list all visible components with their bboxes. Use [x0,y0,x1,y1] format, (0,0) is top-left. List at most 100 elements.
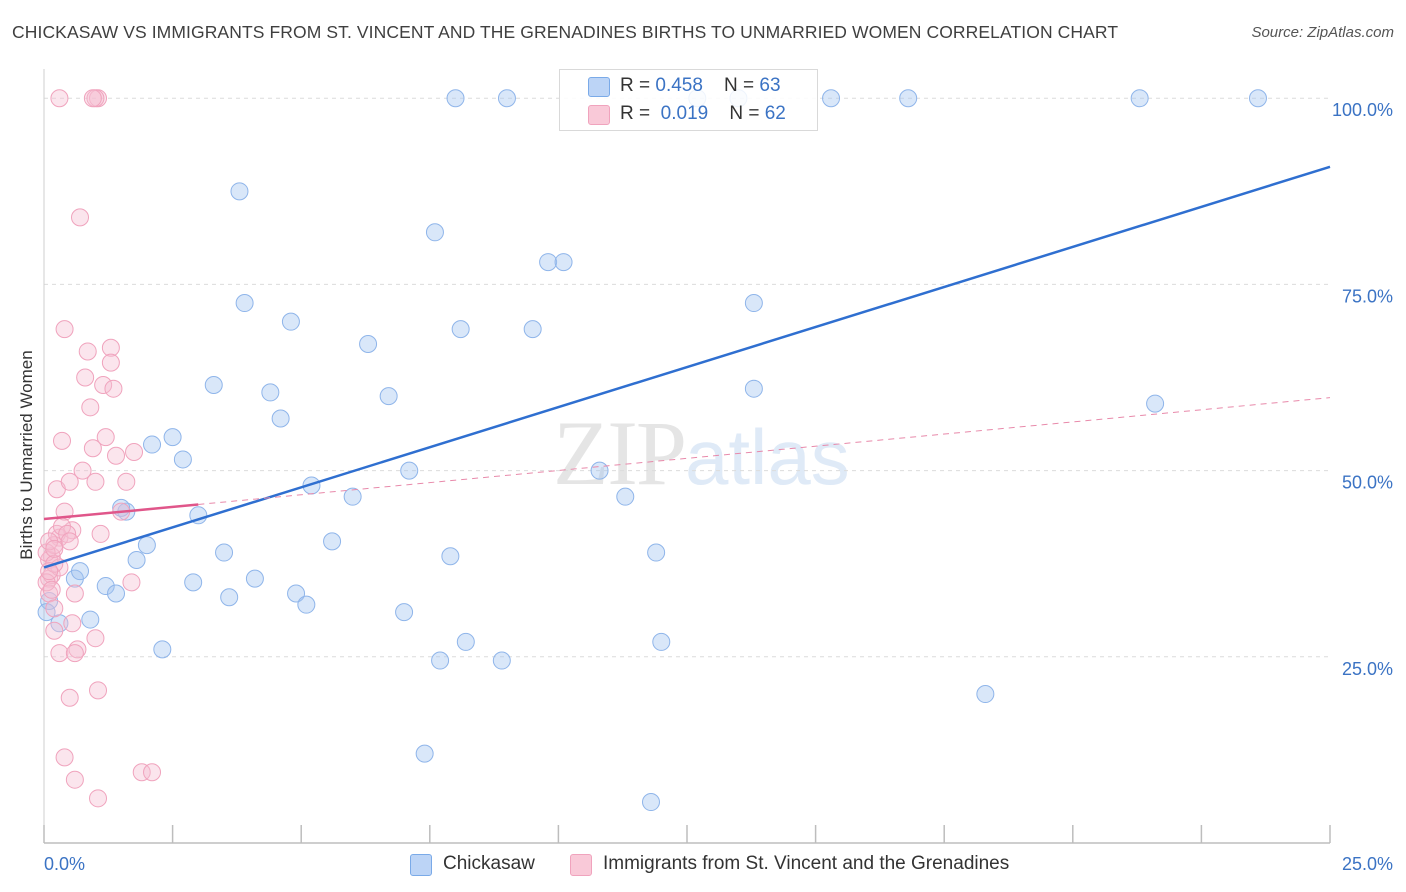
immigrants-point [78,342,97,361]
legend-text-immigrants: R = 0.019 N = 62 [620,103,786,125]
stats-legend: R = 0.458 N = 63 R = 0.019 N = 62 [559,69,818,131]
chickasaw-point [323,532,342,551]
immigrants-point [42,580,61,599]
chickasaw-point [220,588,239,607]
chickasaw-point [1130,89,1149,108]
bottom-legend-label-chickasaw: Chickasaw [443,853,535,874]
y-tick-label: 75.0% [1342,286,1393,306]
chickasaw-point [744,294,763,313]
immigrants-point [143,763,162,782]
immigrants-point [86,629,105,648]
chickasaw-point [184,573,203,592]
immigrants-point [122,573,141,592]
immigrants-trend-line [43,503,199,521]
x-tick-label: 25.0% [1342,854,1393,874]
immigrants-point [89,789,108,808]
immigrants-point [86,472,105,491]
immigrants-point [50,89,69,108]
immigrants-point [65,644,84,663]
immigrants-point [81,398,100,417]
immigrants-point [60,688,79,707]
immigrants-point [125,443,144,461]
chickasaw-point [261,383,280,402]
immigrants-point [45,539,64,558]
chickasaw-point [456,632,475,651]
chickasaw-point [163,428,182,447]
immigrants-point [65,584,84,603]
chickasaw-point [107,584,126,603]
immigrants-point [45,599,64,618]
legend-n-value: 63 [759,75,781,96]
chickasaw-point [215,543,234,562]
x-tick-label: 0.0% [44,854,85,874]
chickasaw-point [81,610,100,629]
legend-swatch-blue [588,77,610,97]
chickasaw-point [230,182,249,201]
immigrants-point [132,763,151,782]
legend-swatch-pink [588,105,610,125]
legend-n-label: N = [729,103,765,124]
chickasaw-point [441,547,460,566]
immigrants-point [45,621,64,640]
immigrants-point [107,446,126,465]
chickasaw-point [153,640,172,659]
y-tick-label: 50.0% [1342,473,1393,493]
chickasaw-point [616,487,635,506]
immigrants-point [50,644,69,663]
immigrants-point [71,208,90,227]
chickasaw-point [415,744,434,763]
chickasaw-point [590,461,609,480]
chickasaw-point [281,312,300,331]
immigrants-point [76,368,95,387]
chickasaw-point [431,651,450,670]
chickasaw-point [497,89,516,108]
chickasaw-point [400,461,419,480]
immigrants-point [55,320,74,339]
chickasaw-point [343,487,362,506]
legend-r-value: 0.458 [655,75,703,96]
immigrants-point [58,524,77,543]
chickasaw-point [287,584,306,603]
immigrants-point [101,338,120,357]
chickasaw-point [641,793,660,812]
chickasaw-point [425,223,444,242]
chickasaw-point [647,543,666,562]
legend-text-chickasaw: R = 0.458 N = 63 [620,75,781,97]
chickasaw-point [96,577,115,596]
bottom-legend-label-immigrants: Immigrants from St. Vincent and the Gren… [603,853,1010,874]
source-label: Source: ZipAtlas.com [1251,24,1394,41]
y-tick-label: 100.0% [1332,100,1393,120]
chickasaw-point [554,253,573,272]
bottom-legend-swatch-blue [410,854,432,876]
immigrants-point [96,428,115,447]
immigrants-point [65,770,84,789]
legend-r-value: 0.019 [660,103,709,124]
chickasaw-point [744,379,763,398]
chickasaw-point [297,595,316,614]
chickasaw-point [822,89,841,108]
chickasaw-point [137,536,156,555]
chickasaw-point [235,294,254,313]
y-tick-label: 25.0% [1342,659,1393,679]
immigrants-point [117,472,136,491]
immigrants-point [101,353,120,372]
chickasaw-point [173,450,192,469]
chickasaw-point [71,562,90,581]
chickasaw-point [1248,89,1267,108]
chickasaw-point [359,335,378,354]
chickasaw-point [245,569,264,588]
immigrants-point [91,524,110,543]
immigrants-point [83,439,102,458]
chickasaw-point [1146,394,1165,413]
legend-r-label: R = [620,75,656,96]
chickasaw-point [204,375,223,394]
chickasaw-point [127,550,146,569]
chickasaw-point [899,89,918,108]
chickasaw-point [271,409,290,428]
immigrants-point [63,614,82,633]
legend-n-label: N = [724,75,760,96]
chickasaw-point [492,651,511,670]
chickasaw-trend-line [43,165,1331,569]
chickasaw-point [523,320,542,339]
